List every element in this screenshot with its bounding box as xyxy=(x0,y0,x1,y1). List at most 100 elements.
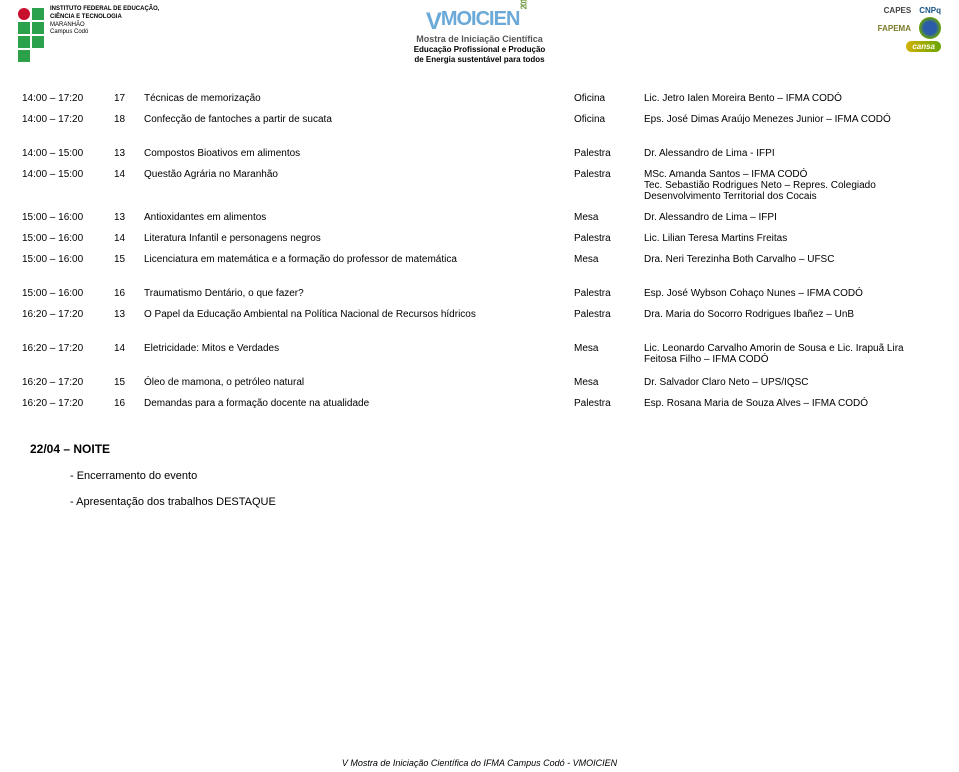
schedule-presenter: Lic. Jetro Ialen Moreira Bento – IFMA CO… xyxy=(644,93,937,104)
section-title: 22/04 – NOITE xyxy=(30,442,937,456)
schedule-title: Traumatismo Dentário, o que fazer? xyxy=(144,288,574,299)
schedule-time: 14:00 – 15:00 xyxy=(22,169,114,180)
schedule-row: 14:00 – 17:2018Confecção de fantoches a … xyxy=(22,109,937,143)
inst-line1: INSTITUTO FEDERAL DE EDUCAÇÃO, xyxy=(50,6,159,14)
schedule-title: Literatura Infantil e personagens negros xyxy=(144,233,574,244)
schedule-number: 18 xyxy=(114,114,144,125)
schedule-number: 14 xyxy=(114,233,144,244)
schedule-title: Técnicas de memorização xyxy=(144,93,574,104)
schedule-title: Compostos Bioativos em alimentos xyxy=(144,148,574,159)
schedule-presenter: Lic. Lilian Teresa Martins Freitas xyxy=(644,233,937,244)
noa-logo-icon xyxy=(919,17,941,39)
schedule-type: Mesa xyxy=(574,254,644,265)
schedule-presenter: Esp. Rosana Maria de Souza Alves – IFMA … xyxy=(644,398,937,409)
schedule-row: 15:00 – 16:0015Licenciatura em matemátic… xyxy=(22,249,937,283)
schedule-time: 16:20 – 17:20 xyxy=(22,343,114,354)
event-logo: V MOICIEN 2012 Mostra de Iniciação Cient… xyxy=(208,6,751,64)
schedule-row: 16:20 – 17:2014Eletricidade: Mitos e Ver… xyxy=(22,338,937,372)
schedule-title: Eletricidade: Mitos e Verdades xyxy=(144,343,574,354)
schedule-number: 17 xyxy=(114,93,144,104)
schedule-number: 13 xyxy=(114,309,144,320)
schedule-number: 15 xyxy=(114,377,144,388)
schedule-row: 14:00 – 15:0014Questão Agrária no Maranh… xyxy=(22,164,937,207)
event-title-v: V xyxy=(426,8,441,36)
schedule-title: Questão Agrária no Maranhão xyxy=(144,169,574,180)
page-footer: V Mostra de Iniciação Científica do IFMA… xyxy=(0,758,959,768)
schedule-time: 14:00 – 17:20 xyxy=(22,93,114,104)
schedule-time: 16:20 – 17:20 xyxy=(22,398,114,409)
schedule-time: 15:00 – 16:00 xyxy=(22,233,114,244)
inst-line4: Campus Codó xyxy=(50,29,159,37)
schedule-presenter: MSc. Amanda Santos – IFMA CODÓ Tec. Seba… xyxy=(644,169,937,202)
sponsor-logos: CAPES CNPq FAPEMA cansa xyxy=(751,6,941,52)
schedule-time: 15:00 – 16:00 xyxy=(22,254,114,265)
schedule-row: 14:00 – 17:2017Técnicas de memorizaçãoOf… xyxy=(22,88,937,109)
bullet-1: - Encerramento do evento xyxy=(70,470,937,482)
event-title-main: MOICIEN xyxy=(441,8,520,31)
schedule-type: Palestra xyxy=(574,398,644,409)
schedule-row: 16:20 – 17:2016Demandas para a formação … xyxy=(22,393,937,414)
schedule-presenter: Lic. Leonardo Carvalho Amorin de Sousa e… xyxy=(644,343,937,365)
instituto-text: INSTITUTO FEDERAL DE EDUCAÇÃO, CIÊNCIA E… xyxy=(50,6,159,37)
schedule-time: 14:00 – 15:00 xyxy=(22,148,114,159)
schedule-presenter: Dra. Neri Terezinha Both Carvalho – UFSC xyxy=(644,254,937,265)
schedule-presenter: Dra. Maria do Socorro Rodrigues Ibañez –… xyxy=(644,309,937,320)
schedule-time: 15:00 – 16:00 xyxy=(22,288,114,299)
event-year: 2012 xyxy=(520,0,529,9)
schedule-row: 16:20 – 17:2015Óleo de mamona, o petróle… xyxy=(22,372,937,393)
schedule-row: 15:00 – 16:0014Literatura Infantil e per… xyxy=(22,228,937,249)
schedule-time: 14:00 – 17:20 xyxy=(22,114,114,125)
event-subtitle-1: Mostra de Iniciação Científica xyxy=(208,34,751,44)
cansa-logo: cansa xyxy=(906,41,941,52)
schedule-row: 15:00 – 16:0013Antioxidantes em alimento… xyxy=(22,207,937,228)
schedule-row: 15:00 – 16:0016Traumatismo Dentário, o q… xyxy=(22,283,937,304)
schedule-type: Oficina xyxy=(574,93,644,104)
schedule-number: 16 xyxy=(114,288,144,299)
schedule-type: Oficina xyxy=(574,114,644,125)
page-header: INSTITUTO FEDERAL DE EDUCAÇÃO, CIÊNCIA E… xyxy=(0,0,959,80)
fapema-logo: FAPEMA xyxy=(878,24,911,33)
schedule-type: Palestra xyxy=(574,288,644,299)
closing-section: 22/04 – NOITE - Encerramento do evento -… xyxy=(0,442,959,508)
schedule-type: Mesa xyxy=(574,377,644,388)
schedule-row: 16:20 – 17:2013O Papel da Educação Ambie… xyxy=(22,304,937,338)
inst-line2: CIÊNCIA E TECNOLOGIA xyxy=(50,14,159,22)
capes-logo: CAPES xyxy=(884,6,912,15)
schedule-table: 14:00 – 17:2017Técnicas de memorizaçãoOf… xyxy=(0,80,959,414)
schedule-title: Demandas para a formação docente na atua… xyxy=(144,398,574,409)
schedule-title: Confecção de fantoches a partir de sucat… xyxy=(144,114,574,125)
instituto-federal-logo: INSTITUTO FEDERAL DE EDUCAÇÃO, CIÊNCIA E… xyxy=(18,6,208,62)
schedule-presenter: Dr. Alessandro de Lima – IFPI xyxy=(644,212,937,223)
schedule-title: Óleo de mamona, o petróleo natural xyxy=(144,377,574,388)
schedule-number: 13 xyxy=(114,148,144,159)
schedule-type: Mesa xyxy=(574,343,644,354)
schedule-number: 16 xyxy=(114,398,144,409)
schedule-presenter: Dr. Salvador Claro Neto – UPS/IQSC xyxy=(644,377,937,388)
schedule-number: 13 xyxy=(114,212,144,223)
event-subtitle-2b: de Energia sustentável para todos xyxy=(208,55,751,64)
schedule-row: 14:00 – 15:0013Compostos Bioativos em al… xyxy=(22,143,937,164)
schedule-title: Antioxidantes em alimentos xyxy=(144,212,574,223)
schedule-time: 16:20 – 17:20 xyxy=(22,309,114,320)
inst-line3: MARANHÃO xyxy=(50,22,159,30)
event-title: V MOICIEN 2012 xyxy=(426,8,533,36)
schedule-number: 15 xyxy=(114,254,144,265)
schedule-time: 16:20 – 17:20 xyxy=(22,377,114,388)
schedule-presenter: Dr. Alessandro de Lima - IFPI xyxy=(644,148,937,159)
bullet-2: - Apresentação dos trabalhos DESTAQUE xyxy=(70,496,937,508)
schedule-presenter: Esp. José Wybson Cohaço Nunes – IFMA COD… xyxy=(644,288,937,299)
cnpq-logo: CNPq xyxy=(919,6,941,15)
schedule-title: O Papel da Educação Ambiental na Polític… xyxy=(144,309,574,320)
schedule-time: 15:00 – 16:00 xyxy=(22,212,114,223)
schedule-type: Palestra xyxy=(574,233,644,244)
schedule-type: Palestra xyxy=(574,169,644,180)
schedule-title: Licenciatura em matemática e a formação … xyxy=(144,254,574,265)
schedule-number: 14 xyxy=(114,169,144,180)
schedule-type: Palestra xyxy=(574,148,644,159)
schedule-presenter: Eps. José Dimas Araújo Menezes Junior – … xyxy=(644,114,937,125)
schedule-type: Palestra xyxy=(574,309,644,320)
if-logo-squares xyxy=(18,8,44,62)
schedule-type: Mesa xyxy=(574,212,644,223)
event-subtitle-2a: Educação Profissional e Produção xyxy=(208,45,751,54)
schedule-number: 14 xyxy=(114,343,144,354)
